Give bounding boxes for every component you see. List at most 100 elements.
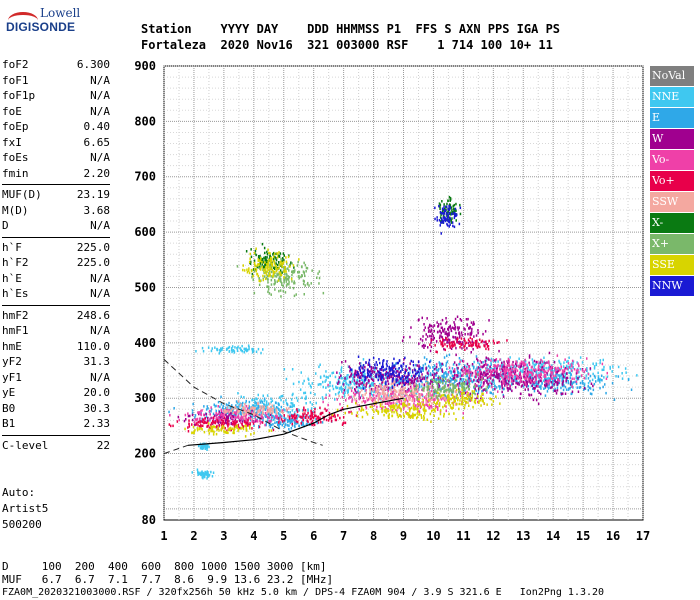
echo-point <box>459 377 462 381</box>
echo-point <box>398 389 400 392</box>
echo-point <box>428 329 430 332</box>
echo-point <box>447 209 450 212</box>
echo-point <box>526 369 529 372</box>
echo-point <box>236 424 238 427</box>
echo-point <box>253 267 256 271</box>
echo-point <box>364 389 366 393</box>
echo-point <box>443 339 445 342</box>
echo-point <box>275 258 278 262</box>
echo-point <box>409 385 412 388</box>
echo-point <box>470 331 473 335</box>
echo-point <box>387 407 389 411</box>
echo-point <box>458 332 460 335</box>
param-value: N/A <box>90 73 110 87</box>
echo-point <box>379 402 382 406</box>
echo-point <box>261 401 264 404</box>
echo-point <box>475 355 478 358</box>
echo-point <box>441 370 444 373</box>
echo-point <box>415 392 418 395</box>
echo-point <box>508 359 511 362</box>
echo-point <box>476 373 479 376</box>
echo-point <box>447 333 449 336</box>
echo-point <box>445 333 448 336</box>
echo-point <box>279 273 281 276</box>
echo-point <box>338 394 340 398</box>
echo-point <box>583 370 586 373</box>
echo-point <box>356 414 359 418</box>
echo-point <box>215 414 217 417</box>
echo-point <box>408 366 410 370</box>
echo-point <box>545 385 547 388</box>
echo-point <box>358 397 361 401</box>
echo-point <box>501 365 503 368</box>
echo-point <box>515 362 517 366</box>
echo-point <box>433 394 435 397</box>
echo-point <box>261 405 263 408</box>
echo-point <box>237 429 239 432</box>
echo-point <box>423 404 426 407</box>
echo-point <box>589 367 592 370</box>
echo-point <box>372 389 374 392</box>
echo-point <box>251 276 253 279</box>
echo-point <box>537 375 539 379</box>
echo-point <box>437 378 439 382</box>
echo-point <box>621 372 623 375</box>
echo-point <box>254 412 256 415</box>
echo-point <box>475 379 477 383</box>
echo-point <box>583 382 586 386</box>
echo-point <box>266 404 268 407</box>
echo-point <box>184 427 186 431</box>
echo-point <box>290 419 292 423</box>
echo-point <box>443 393 446 397</box>
echo-point <box>569 383 572 386</box>
echo-point <box>517 377 519 380</box>
echo-point <box>340 386 342 390</box>
echo-point <box>390 387 392 391</box>
echo-point <box>263 397 266 400</box>
echo-point <box>358 394 361 397</box>
echo-point <box>535 398 538 402</box>
echo-point <box>303 416 305 419</box>
echo-point <box>462 411 464 415</box>
echo-point <box>553 377 556 381</box>
echo-point <box>200 443 203 447</box>
echo-point <box>258 424 260 428</box>
echo-point <box>601 368 603 372</box>
param-value: N/A <box>90 219 110 232</box>
echo-point <box>511 389 513 393</box>
echo-point <box>552 389 555 392</box>
echo-point <box>280 273 283 277</box>
echo-point <box>402 335 405 339</box>
echo-point <box>318 270 321 273</box>
echo-point <box>241 420 244 423</box>
echo-point <box>402 377 405 380</box>
echo-point <box>298 380 300 384</box>
echo-point <box>418 385 421 389</box>
echo-point <box>484 374 486 377</box>
echo-point <box>280 264 282 267</box>
echo-point <box>283 266 285 269</box>
echo-point <box>521 369 524 372</box>
echo-point <box>414 388 416 391</box>
echo-point <box>265 273 268 276</box>
echo-point <box>361 406 363 410</box>
echo-point <box>457 371 459 374</box>
echo-point <box>210 423 212 427</box>
echo-point <box>524 388 526 391</box>
param-name: h`F2 <box>2 256 29 269</box>
echo-point <box>245 421 247 425</box>
echo-point <box>251 420 253 424</box>
echo-point <box>297 260 299 264</box>
echo-point <box>234 425 237 428</box>
echo-point <box>261 413 264 416</box>
echo-point <box>502 365 504 368</box>
echo-point <box>473 335 475 338</box>
echo-point <box>387 388 389 391</box>
echo-point <box>293 294 296 298</box>
echo-point <box>404 404 406 407</box>
param-name: M(D) <box>2 203 29 217</box>
echo-point <box>551 371 554 374</box>
echo-point <box>285 402 288 405</box>
echo-point <box>323 374 325 378</box>
echo-point <box>444 377 447 380</box>
